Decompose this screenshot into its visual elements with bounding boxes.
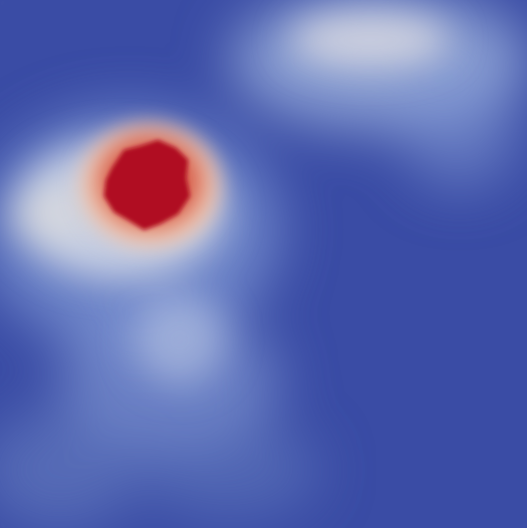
mid-region bbox=[135, 295, 225, 385]
mid-region bbox=[10, 185, 90, 245]
haze-region bbox=[140, 420, 320, 520]
mid-region bbox=[290, 12, 450, 68]
haze-region bbox=[400, 70, 520, 190]
